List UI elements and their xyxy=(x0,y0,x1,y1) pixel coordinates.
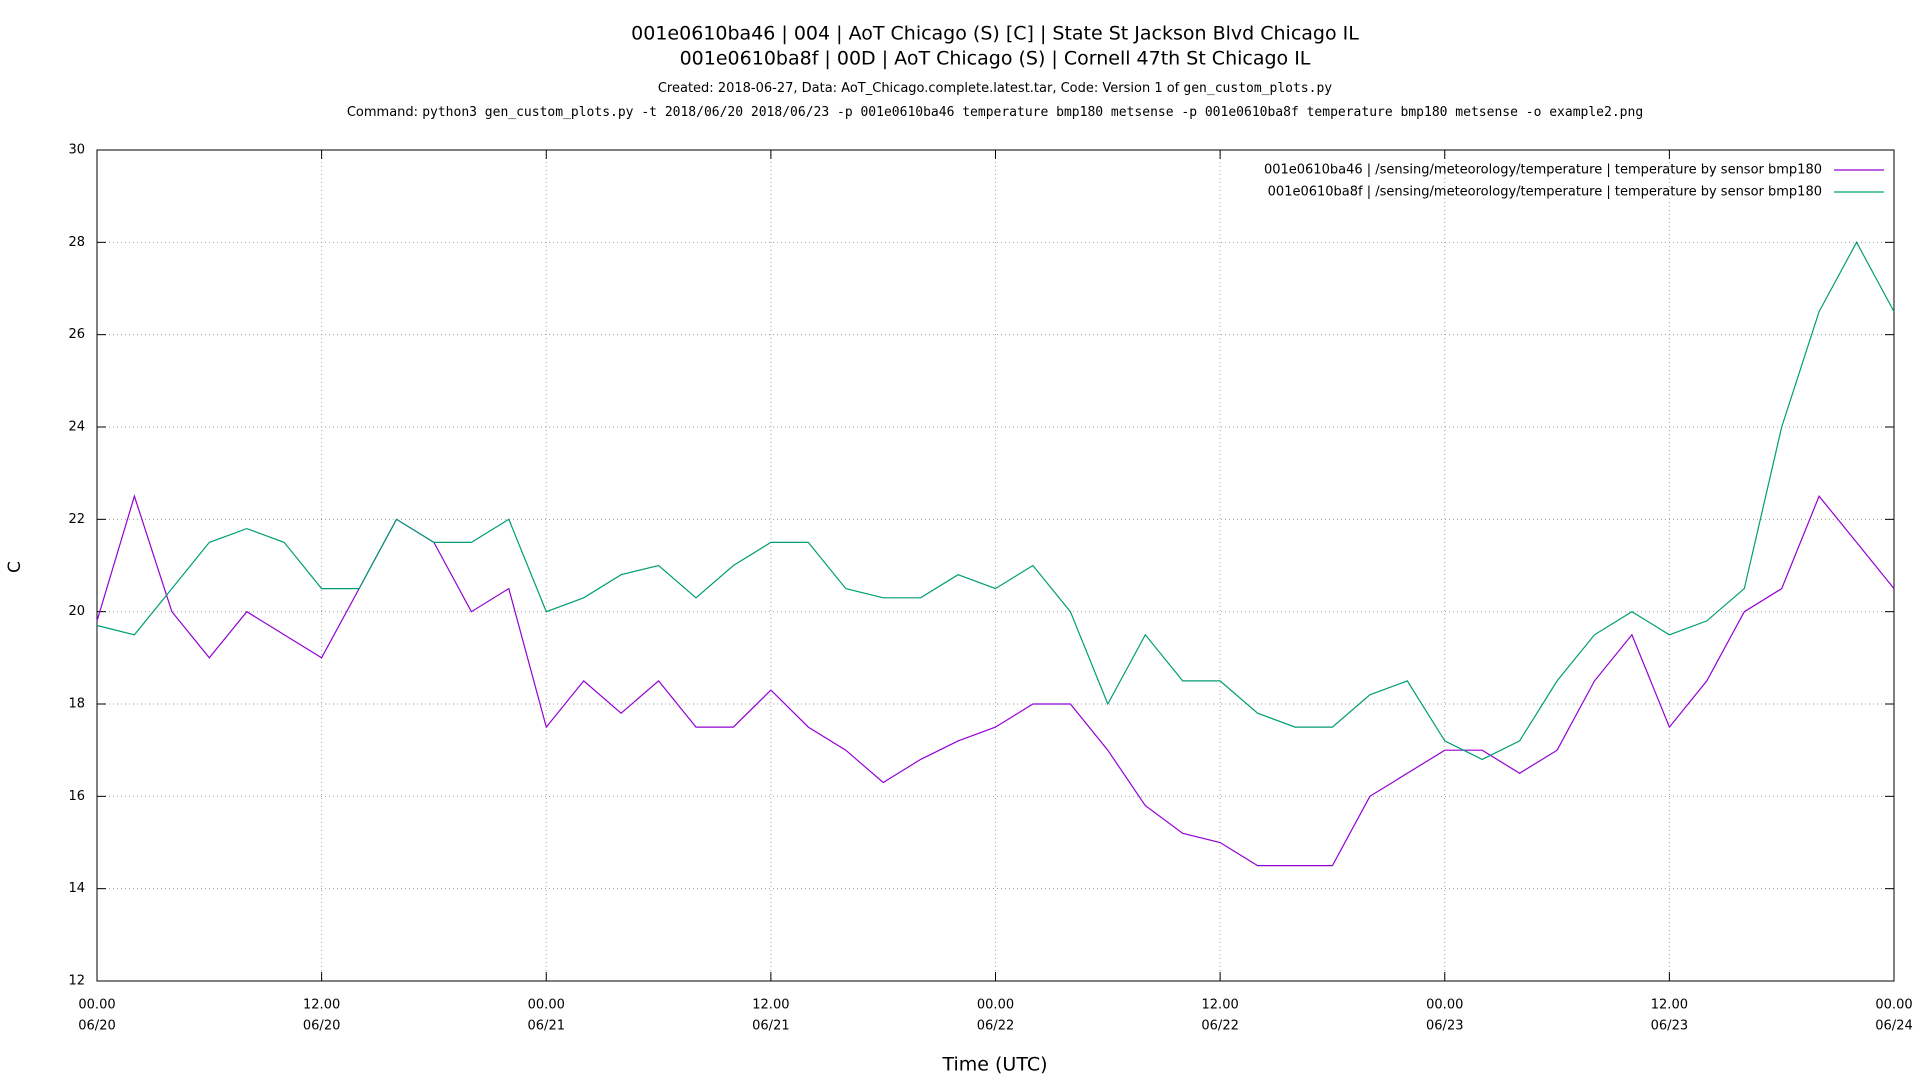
plot-border xyxy=(96,149,1895,982)
legend-label: 001e0610ba8f | /sensing/meteorology/temp… xyxy=(1268,185,1822,200)
x-tick-label: 00.00 xyxy=(78,998,115,1013)
x-axis-label: Time (UTC) xyxy=(941,1054,1047,1076)
x-tick-label: 12.00 xyxy=(303,998,340,1013)
x-tick-label: 06/20 xyxy=(303,1019,340,1034)
x-tick-label: 06/22 xyxy=(977,1019,1014,1034)
chart-title: 001e0610ba46 | 004 | AoT Chicago (S) [C]… xyxy=(631,23,1359,45)
x-tick-label: 06/22 xyxy=(1201,1019,1238,1034)
y-tick-label: 30 xyxy=(68,143,85,158)
command-text: python3 gen_custom_plots.py -t 2018/06/2… xyxy=(422,105,1643,120)
x-tick-label: 00.00 xyxy=(1875,998,1912,1013)
y-tick-label: 26 xyxy=(68,327,85,342)
x-tick-label: 00.00 xyxy=(977,998,1014,1013)
x-tick-label: 06/24 xyxy=(1875,1019,1912,1034)
y-tick-label: 12 xyxy=(68,974,85,989)
x-tick-label: 06/21 xyxy=(752,1019,789,1034)
x-tick-label: 12.00 xyxy=(1202,998,1239,1013)
x-tick-label: 06/23 xyxy=(1651,1019,1688,1034)
y-axis-label: C xyxy=(5,561,25,573)
y-tick-label: 14 xyxy=(68,881,85,896)
x-tick-label: 06/23 xyxy=(1426,1019,1463,1034)
x-tick-label: 06/20 xyxy=(78,1019,115,1034)
legend-label: 001e0610ba46 | /sensing/meteorology/temp… xyxy=(1264,163,1822,178)
y-tick-label: 16 xyxy=(68,789,85,804)
x-tick-label: 12.00 xyxy=(1651,998,1688,1013)
command-label: Command: xyxy=(347,105,418,120)
y-tick-label: 28 xyxy=(68,235,85,250)
y-tick-label: 22 xyxy=(68,512,85,527)
subtitle: Created: 2018-06-27, Data: AoT_Chicago.c… xyxy=(658,81,1332,96)
y-tick-label: 20 xyxy=(68,604,85,619)
x-tick-label: 12.00 xyxy=(752,998,789,1013)
command: Command: python3 gen_custom_plots.py -t … xyxy=(347,105,1643,120)
subtitle-text: Created: 2018-06-27, Data: AoT_Chicago.c… xyxy=(658,81,1180,96)
chart-title: 001e0610ba8f | 00D | AoT Chicago (S) | C… xyxy=(680,48,1311,70)
x-tick-label: 00.00 xyxy=(1426,998,1463,1013)
subtitle-script: gen_custom_plots.py xyxy=(1183,81,1332,96)
x-tick-label: 06/21 xyxy=(528,1019,565,1034)
y-tick-label: 18 xyxy=(68,697,85,712)
data-line xyxy=(96,241,1895,761)
x-tick-label: 00.00 xyxy=(528,998,565,1013)
y-tick-label: 24 xyxy=(68,420,85,435)
